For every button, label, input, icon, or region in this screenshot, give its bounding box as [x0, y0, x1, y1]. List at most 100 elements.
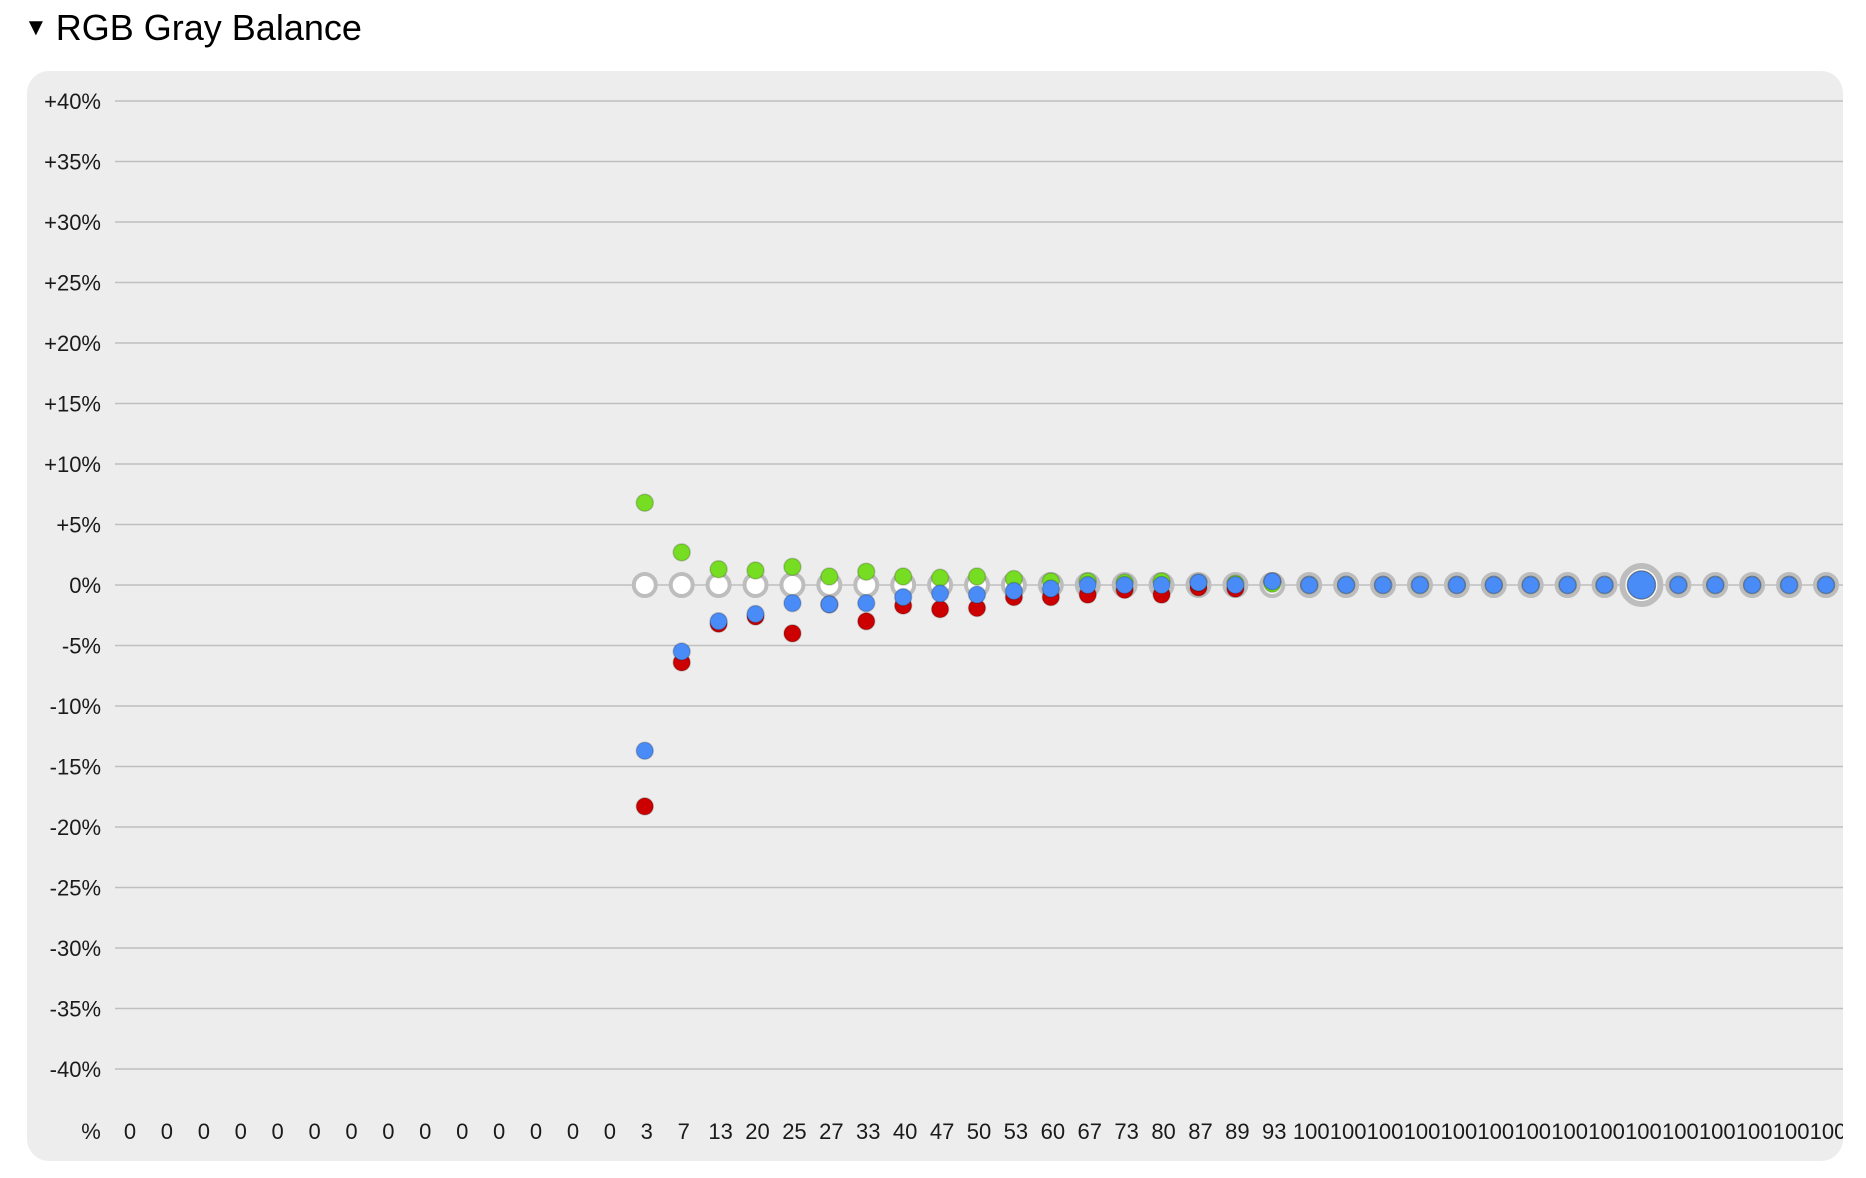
x-tick-label: 40	[893, 1119, 917, 1144]
x-tick-label: 0	[161, 1119, 173, 1144]
x-tick-label: 7	[678, 1119, 690, 1144]
blue-point	[1779, 575, 1799, 595]
x-tick-label: 87	[1188, 1119, 1212, 1144]
x-tick-label: 27	[819, 1119, 843, 1144]
triangle-down-icon[interactable]: ▼	[24, 14, 48, 41]
x-tick-label: 13	[708, 1119, 732, 1144]
blue-point	[1336, 575, 1356, 595]
blue-point	[1226, 575, 1245, 595]
x-tick-label: 0	[567, 1119, 579, 1144]
y-tick-label: +35%	[44, 150, 101, 175]
y-tick-label: -40%	[50, 1057, 101, 1082]
y-tick-label: +30%	[44, 210, 101, 235]
green-point	[783, 557, 802, 577]
x-tick-label: 100	[1477, 1119, 1514, 1144]
x-tick-label: 50	[967, 1119, 991, 1144]
blue-point	[1558, 575, 1577, 595]
x-tick-label: 0	[530, 1119, 542, 1144]
x-tick-label: 100	[1330, 1119, 1367, 1144]
x-tick-label: 100	[1625, 1119, 1662, 1144]
x-tick-label: 53	[1004, 1119, 1028, 1144]
red-point	[857, 612, 876, 631]
y-tick-label: -35%	[50, 997, 101, 1022]
blue-point	[1078, 575, 1097, 595]
section-header-rgb-gray-balance[interactable]: ▼ RGB Gray Balance	[24, 8, 362, 48]
x-axis-label: %	[81, 1119, 101, 1144]
y-tick-label: +10%	[44, 452, 101, 477]
blue-point	[746, 604, 765, 624]
blue-point	[672, 642, 691, 661]
red-point	[783, 624, 802, 643]
blue-point	[1669, 575, 1688, 595]
x-tick-label: 93	[1262, 1119, 1286, 1144]
x-tick-label: 100	[1404, 1119, 1441, 1144]
x-tick-label: 80	[1151, 1119, 1175, 1144]
x-tick-label: 100	[1699, 1119, 1736, 1144]
green-point	[930, 568, 950, 587]
x-tick-label: 100	[1367, 1119, 1404, 1144]
blue-point	[1115, 575, 1134, 595]
x-tick-label: 100	[1662, 1119, 1699, 1144]
green-point	[857, 562, 876, 581]
green-point	[709, 560, 728, 579]
x-tick-label: 100	[1293, 1119, 1330, 1144]
x-tick-label: 100	[1514, 1119, 1551, 1144]
blue-point	[1447, 575, 1467, 595]
y-tick-label: 0%	[69, 573, 101, 598]
x-tick-label: 89	[1225, 1119, 1249, 1144]
x-tick-label: 0	[382, 1119, 394, 1144]
y-tick-label: -30%	[50, 936, 101, 961]
neutral-point	[668, 572, 695, 598]
x-tick-label: 0	[272, 1119, 284, 1144]
x-tick-label: 47	[930, 1119, 954, 1144]
blue-point	[635, 741, 655, 761]
neutral-point	[631, 572, 658, 598]
y-tick-label: -15%	[50, 755, 101, 780]
green-point	[672, 543, 691, 562]
blue-point	[1816, 575, 1836, 595]
y-tick-label: +20%	[44, 331, 101, 356]
x-tick-label: 0	[308, 1119, 320, 1144]
y-tick-label: +15%	[44, 392, 101, 417]
blue-point	[1152, 575, 1171, 595]
x-tick-label: 25	[782, 1119, 806, 1144]
blue-point	[1004, 581, 1024, 601]
blue-point	[709, 612, 728, 631]
y-tick-label: +5%	[56, 513, 101, 538]
blue-point	[967, 585, 987, 604]
blue-point	[1299, 575, 1319, 595]
x-tick-label: 60	[1041, 1119, 1065, 1144]
blue-point	[1373, 575, 1393, 595]
green-point	[746, 561, 765, 580]
blue-point	[930, 584, 950, 603]
section-title: RGB Gray Balance	[55, 7, 362, 48]
x-tick-label: 100	[1551, 1119, 1588, 1144]
red-point	[635, 797, 655, 816]
x-tick-label: 100	[1588, 1119, 1625, 1144]
x-tick-label: 20	[745, 1119, 769, 1144]
blue-point	[1410, 575, 1430, 595]
y-tick-label: -20%	[50, 815, 101, 840]
x-tick-label: 0	[493, 1119, 505, 1144]
blue-point	[857, 593, 876, 613]
x-tick-label: 0	[604, 1119, 616, 1144]
green-point	[967, 567, 987, 586]
x-tick-label: 100	[1441, 1119, 1478, 1144]
blue-point	[1521, 575, 1540, 595]
blue-point	[1742, 575, 1762, 595]
x-tick-label: 100	[1810, 1119, 1843, 1144]
y-tick-label: -10%	[50, 694, 101, 719]
blue-point	[1189, 573, 1208, 592]
blue-point	[783, 593, 802, 613]
blue-point	[1706, 575, 1725, 595]
x-tick-label: 0	[124, 1119, 136, 1144]
y-tick-label: +25%	[44, 271, 101, 296]
red-point	[930, 599, 950, 619]
x-tick-label: 67	[1077, 1119, 1101, 1144]
blue-point	[893, 587, 913, 607]
x-tick-label: 3	[641, 1119, 653, 1144]
blue-point	[1484, 575, 1504, 595]
y-tick-label: -5%	[62, 634, 101, 659]
x-tick-label: 100	[1773, 1119, 1810, 1144]
x-tick-label: 0	[419, 1119, 431, 1144]
